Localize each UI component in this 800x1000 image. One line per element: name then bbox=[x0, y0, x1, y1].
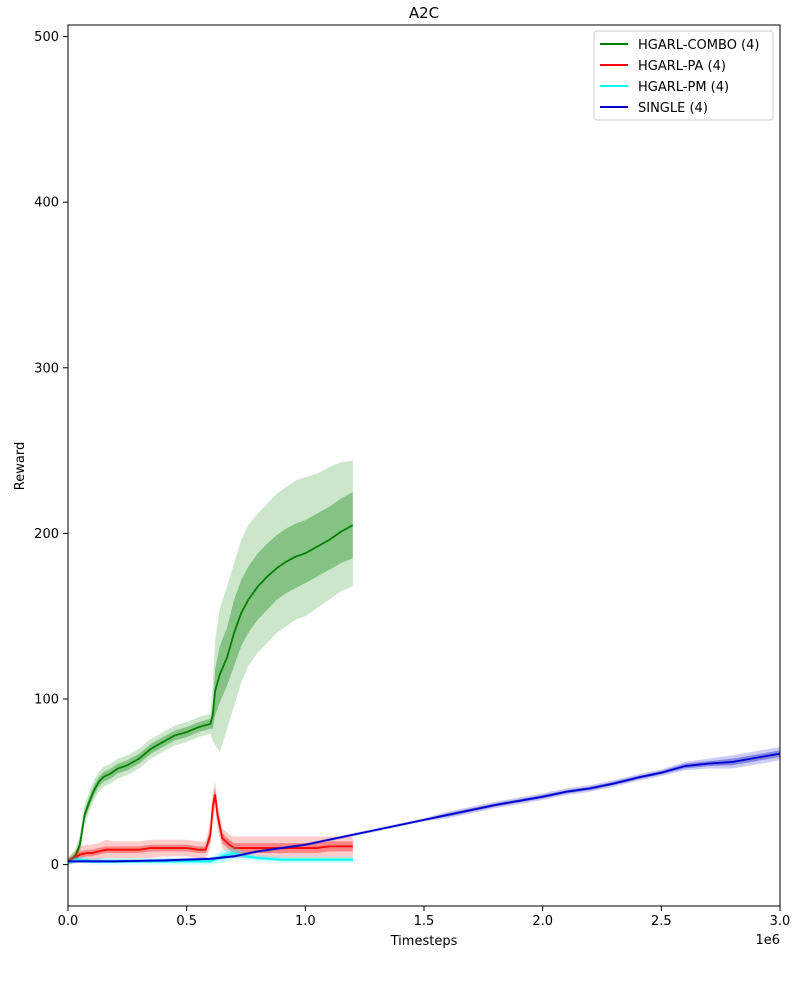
x-tick-label: 2.5 bbox=[651, 914, 672, 929]
series-hgarl-combo-4 bbox=[68, 460, 354, 865]
legend-label: SINGLE (4) bbox=[638, 101, 708, 116]
legend-box bbox=[593, 30, 774, 121]
series-single-4-line bbox=[68, 752, 780, 863]
y-tick-label: 300 bbox=[34, 361, 59, 376]
x-tick-label: 2.0 bbox=[532, 914, 553, 929]
y-tick-label: 100 bbox=[34, 692, 59, 707]
legend-label: HGARL-PA (4) bbox=[638, 59, 726, 74]
legend-item-hgarl-pm-4: HGARL-PM (4) bbox=[600, 80, 729, 95]
x-axis-offset-label: 1e6 bbox=[755, 933, 780, 948]
legend-item-single-4: SINGLE (4) bbox=[600, 101, 708, 116]
y-tick-label: 200 bbox=[34, 527, 59, 542]
series-single-4-inner-band bbox=[68, 750, 780, 863]
series-hgarl-combo-4-inner-band bbox=[68, 492, 353, 863]
x-tick-label: 0.5 bbox=[176, 914, 197, 929]
series-hgarl-pa-4-outer-band bbox=[68, 781, 353, 865]
series-hgarl-pa-4 bbox=[68, 781, 353, 865]
legend-item-hgarl-combo-4: HGARL-COMBO (4) bbox=[600, 38, 759, 53]
y-tick-label: 400 bbox=[34, 196, 59, 211]
y-tick-label: 500 bbox=[34, 30, 59, 45]
y-tick-label: 0 bbox=[51, 858, 59, 873]
legend-label: HGARL-COMBO (4) bbox=[638, 38, 759, 53]
axis-ticks: 0.0 0.5 1.0 1.5 2.0 2.5 3.0 0 100 200 300 400 500 bbox=[34, 30, 790, 929]
series-hgarl-combo-4-line bbox=[68, 524, 354, 863]
series-hgarl-combo-4-outer-band bbox=[68, 460, 353, 865]
x-tick-label: 3.0 bbox=[770, 914, 791, 929]
legend-item-hgarl-pa-4: HGARL-PA (4) bbox=[600, 59, 726, 74]
series-single-4 bbox=[68, 747, 780, 863]
chart-title: A2C bbox=[409, 4, 439, 22]
plot-area bbox=[68, 460, 780, 865]
legend-label: HGARL-PM (4) bbox=[638, 80, 729, 95]
series-hgarl-pa-4-inner-band bbox=[68, 788, 353, 863]
y-axis-label: Reward bbox=[13, 442, 28, 490]
x-tick-label: 1.5 bbox=[414, 914, 435, 929]
series-single-4-outer-band bbox=[68, 747, 780, 863]
x-axis-label: Timesteps bbox=[390, 934, 458, 949]
legend: HGARL-COMBO (4) HGARL-PA (4) HGARL-PM (4) S… bbox=[593, 30, 774, 121]
x-tick-label: 1.0 bbox=[295, 914, 316, 929]
axes-frame bbox=[67, 24, 781, 907]
x-tick-label: 0.0 bbox=[58, 914, 79, 929]
